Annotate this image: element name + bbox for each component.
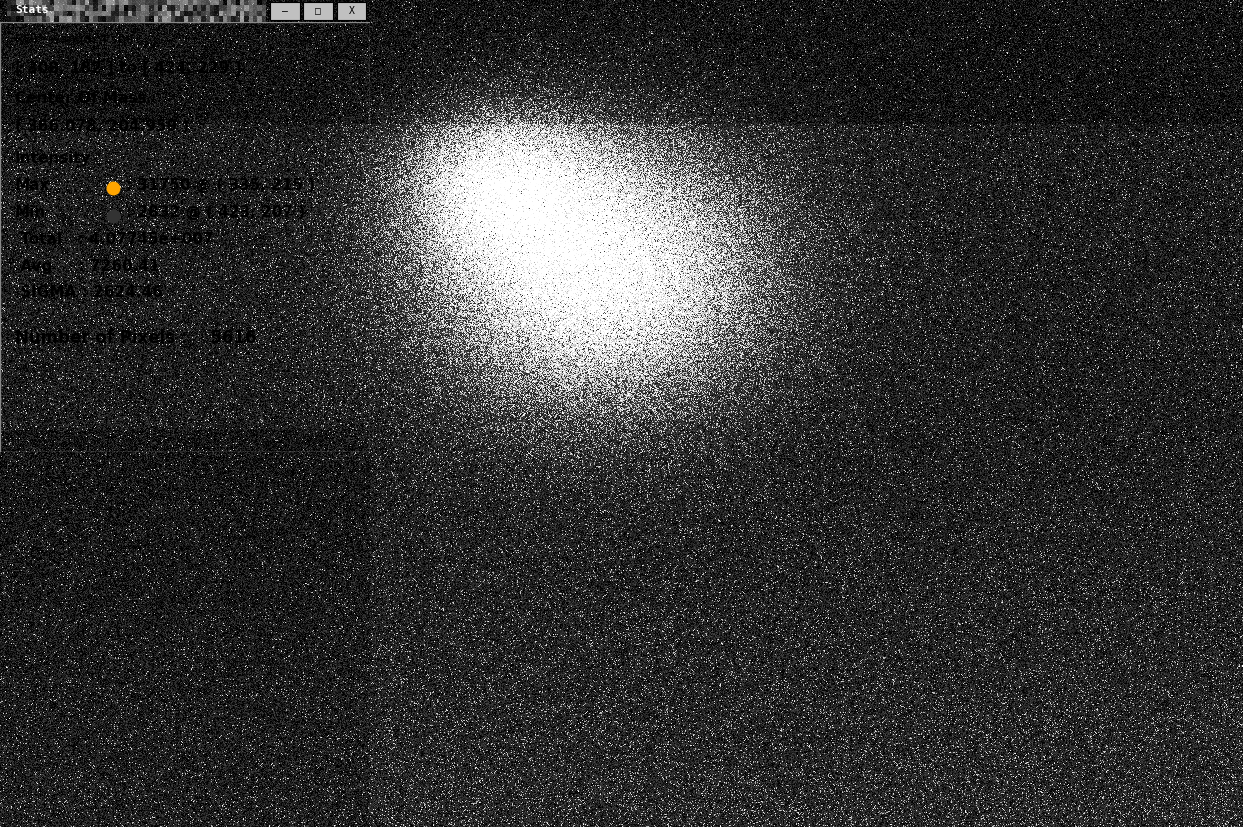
Text: Number of Pixels :    5616: Number of Pixels : 5616 [15, 329, 256, 347]
Text: [ 308, 182 ] to [ 424, 229 ]: [ 308, 182 ] to [ 424, 229 ] [15, 60, 241, 76]
Text: SIGMA : 2624.46: SIGMA : 2624.46 [15, 285, 163, 300]
Text: ROI : wangd24.spe: ROI : wangd24.spe [15, 33, 133, 45]
Text: Stats: Stats [15, 5, 48, 15]
Text: : 2832 @ ( 423, 207 ): : 2832 @ ( 423, 207 ) [126, 205, 305, 220]
Text: Min: Min [15, 205, 46, 220]
Text: X: X [348, 6, 354, 16]
Text: □: □ [316, 6, 321, 16]
Text: –: – [282, 6, 288, 16]
Text: Avg     : 7260.41: Avg : 7260.41 [15, 259, 159, 274]
Text: Intensity: Intensity [15, 151, 92, 166]
FancyBboxPatch shape [337, 2, 367, 20]
Text: Center Of Mass: Center Of Mass [15, 91, 145, 106]
Text: Total   : 4.07745e+007: Total : 4.07745e+007 [15, 232, 214, 246]
FancyBboxPatch shape [303, 2, 333, 20]
FancyBboxPatch shape [270, 2, 300, 20]
Text: ( 366.078, 204.959 ): ( 366.078, 204.959 ) [15, 119, 189, 134]
Text: Max: Max [15, 178, 50, 193]
Text: : 31750 @ ( 335, 215 ): : 31750 @ ( 335, 215 ) [126, 178, 314, 193]
